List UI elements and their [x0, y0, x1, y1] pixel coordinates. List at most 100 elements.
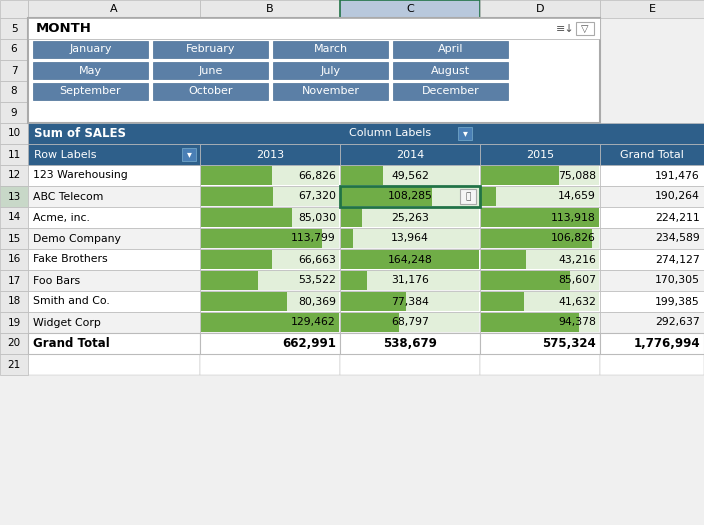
Bar: [28, 207, 200, 228]
Bar: [341, 208, 363, 227]
Text: 9: 9: [11, 108, 18, 118]
Text: 15: 15: [7, 234, 20, 244]
Bar: [340, 186, 480, 207]
Text: 21: 21: [7, 360, 20, 370]
Bar: [28, 0, 200, 18]
Text: October: October: [188, 87, 233, 97]
Text: 13,964: 13,964: [391, 234, 429, 244]
Bar: [0, 333, 28, 354]
Bar: [0, 375, 704, 525]
Bar: [340, 144, 480, 165]
Bar: [600, 333, 704, 354]
Bar: [200, 186, 340, 207]
Bar: [0, 249, 28, 270]
Bar: [33, 41, 148, 58]
Bar: [341, 187, 432, 206]
Bar: [481, 313, 599, 332]
Text: Sum of SALES: Sum of SALES: [34, 127, 126, 140]
Text: December: December: [422, 87, 479, 97]
Bar: [28, 144, 200, 165]
Bar: [340, 207, 480, 228]
Bar: [28, 186, 200, 207]
Text: Grand Total: Grand Total: [33, 337, 110, 350]
Text: 662,991: 662,991: [282, 337, 336, 350]
Bar: [341, 229, 479, 248]
Bar: [600, 312, 704, 333]
Bar: [28, 249, 200, 270]
Text: 108,285: 108,285: [388, 192, 432, 202]
Text: ABC Telecom: ABC Telecom: [33, 192, 103, 202]
Bar: [0, 186, 28, 207]
Bar: [480, 270, 600, 291]
Text: 8: 8: [11, 87, 18, 97]
Bar: [481, 250, 526, 269]
Bar: [28, 333, 200, 354]
Bar: [480, 207, 600, 228]
Bar: [341, 313, 479, 332]
Bar: [153, 62, 268, 79]
Bar: [200, 249, 340, 270]
Bar: [600, 144, 704, 165]
Text: 43,216: 43,216: [558, 255, 596, 265]
Text: Smith and Co.: Smith and Co.: [33, 297, 110, 307]
Text: 31,176: 31,176: [391, 276, 429, 286]
Bar: [480, 333, 600, 354]
Text: Row Labels: Row Labels: [34, 150, 96, 160]
Bar: [340, 270, 480, 291]
Text: 106,826: 106,826: [551, 234, 596, 244]
Bar: [480, 0, 600, 18]
Bar: [480, 165, 600, 186]
Text: 199,385: 199,385: [655, 297, 700, 307]
Text: March: March: [313, 45, 348, 55]
Text: 224,211: 224,211: [655, 213, 700, 223]
Text: ▾: ▾: [463, 129, 467, 139]
Bar: [341, 250, 479, 269]
Text: 94,378: 94,378: [558, 318, 596, 328]
Text: 538,679: 538,679: [383, 337, 437, 350]
Bar: [340, 165, 480, 186]
Text: 191,476: 191,476: [655, 171, 700, 181]
Bar: [0, 18, 28, 39]
Bar: [200, 144, 340, 165]
Bar: [200, 354, 340, 375]
Bar: [341, 187, 479, 206]
Bar: [341, 313, 398, 332]
Text: 11: 11: [7, 150, 20, 160]
Text: 2015: 2015: [526, 150, 554, 160]
Text: 170,305: 170,305: [655, 276, 700, 286]
Bar: [201, 271, 339, 290]
Bar: [201, 250, 339, 269]
Bar: [201, 250, 272, 269]
Text: D: D: [536, 4, 544, 14]
Text: 5: 5: [11, 24, 18, 34]
Text: ▽: ▽: [582, 24, 589, 34]
Bar: [481, 208, 599, 227]
Text: 85,607: 85,607: [558, 276, 596, 286]
Bar: [33, 83, 148, 100]
Text: November: November: [301, 87, 360, 97]
Bar: [600, 0, 704, 18]
Bar: [201, 166, 339, 185]
Bar: [481, 229, 591, 248]
Text: 12: 12: [7, 171, 20, 181]
Text: 16: 16: [7, 255, 20, 265]
Bar: [340, 0, 480, 18]
Bar: [600, 165, 704, 186]
Text: Foo Bars: Foo Bars: [33, 276, 80, 286]
Bar: [341, 229, 353, 248]
Text: May: May: [79, 66, 102, 76]
Text: 49,562: 49,562: [391, 171, 429, 181]
Bar: [481, 292, 524, 311]
Bar: [481, 166, 599, 185]
Text: 25,263: 25,263: [391, 213, 429, 223]
Text: ▾: ▾: [187, 150, 191, 160]
Bar: [200, 228, 340, 249]
Bar: [0, 228, 28, 249]
Bar: [393, 62, 508, 79]
Bar: [480, 354, 600, 375]
Bar: [341, 166, 479, 185]
Bar: [0, 270, 28, 291]
Text: 17: 17: [7, 276, 20, 286]
Bar: [201, 292, 339, 311]
Bar: [0, 165, 28, 186]
